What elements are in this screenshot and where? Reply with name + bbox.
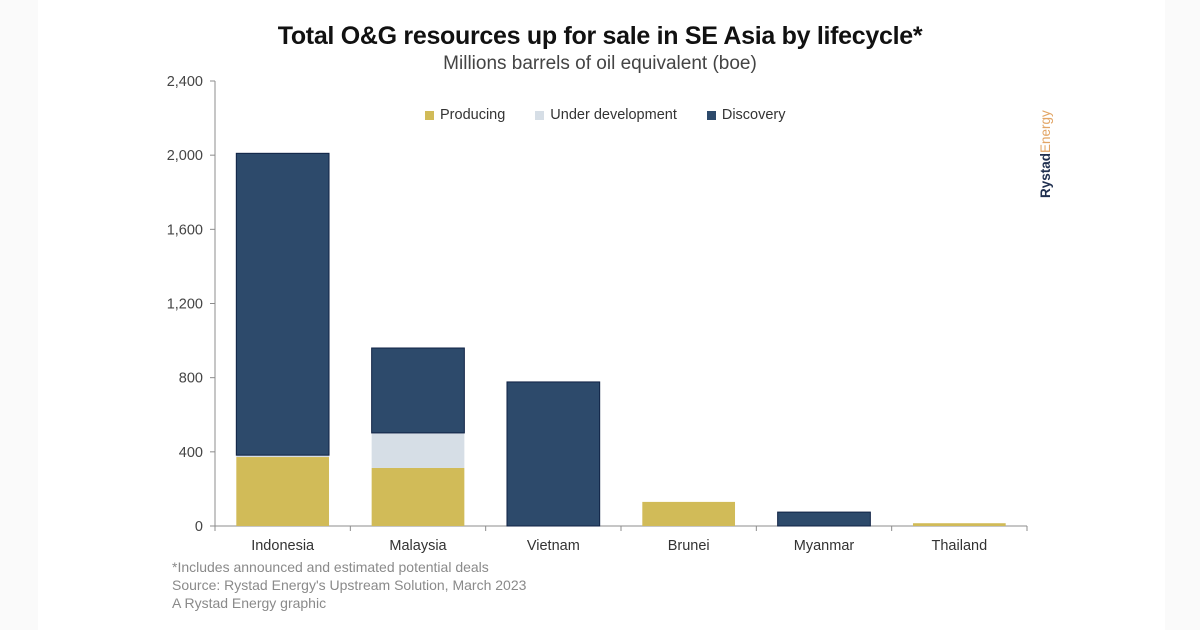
bar-discovery-indonesia <box>235 152 330 456</box>
right-margin-strip <box>1165 0 1200 630</box>
legend-swatch-producing <box>425 110 434 120</box>
bar-producing-brunei <box>642 501 736 526</box>
legend-label-under-development: Under development <box>550 107 677 123</box>
bar-discovery-malaysia <box>371 347 465 434</box>
legend-swatch-under-development <box>535 110 545 120</box>
y-tick-label: 1,600 <box>167 222 203 238</box>
chart-title: Total O&G resources up for sale in SE As… <box>277 22 923 50</box>
bar-discovery-myanmar <box>777 511 871 527</box>
left-margin-strip <box>0 0 38 630</box>
x-category-label: Vietnam <box>527 538 580 554</box>
y-tick-label: 1,200 <box>167 297 203 313</box>
x-category-label: Malaysia <box>389 538 447 554</box>
legend-item-discovery: Discovery <box>706 107 786 123</box>
source-note: Source: Rystad Energy's Upstream Solutio… <box>172 577 527 593</box>
chart-notes: *Includes announced and estimated potent… <box>172 558 526 612</box>
x-category-label: Thailand <box>932 538 988 554</box>
bar-producing-malaysia <box>371 467 465 526</box>
y-tick-label: 800 <box>179 371 203 387</box>
legend-item-producing: Producing <box>425 107 505 123</box>
legend-label-producing: Producing <box>440 107 506 123</box>
x-category-label: Indonesia <box>251 538 315 554</box>
y-tick-label: 2,000 <box>167 148 203 164</box>
bar-under-development-indonesia <box>236 455 330 458</box>
bar-discovery-vietnam <box>506 381 601 527</box>
credit-note: A Rystad Energy graphic <box>172 595 327 611</box>
chart-subtitle: Millions barrels of oil equivalent (boe) <box>443 53 757 74</box>
y-tick-label: 0 <box>195 519 203 535</box>
footnote: *Includes announced and estimated potent… <box>172 559 489 575</box>
y-tick-label: 2,400 <box>167 74 203 90</box>
legend: Producing Under development Discovery <box>425 107 786 123</box>
legend-item-under-development: Under development <box>535 107 677 123</box>
legend-label-discovery: Discovery <box>721 107 786 123</box>
bar-producing-thailand <box>912 523 1006 526</box>
x-category-label: Brunei <box>668 538 710 554</box>
bar-under-development-malaysia <box>371 432 465 468</box>
legend-swatch-discovery <box>706 110 716 120</box>
x-category-label: Myanmar <box>794 538 855 554</box>
y-tick-label: 400 <box>179 445 203 461</box>
bar-producing-indonesia <box>236 457 330 526</box>
